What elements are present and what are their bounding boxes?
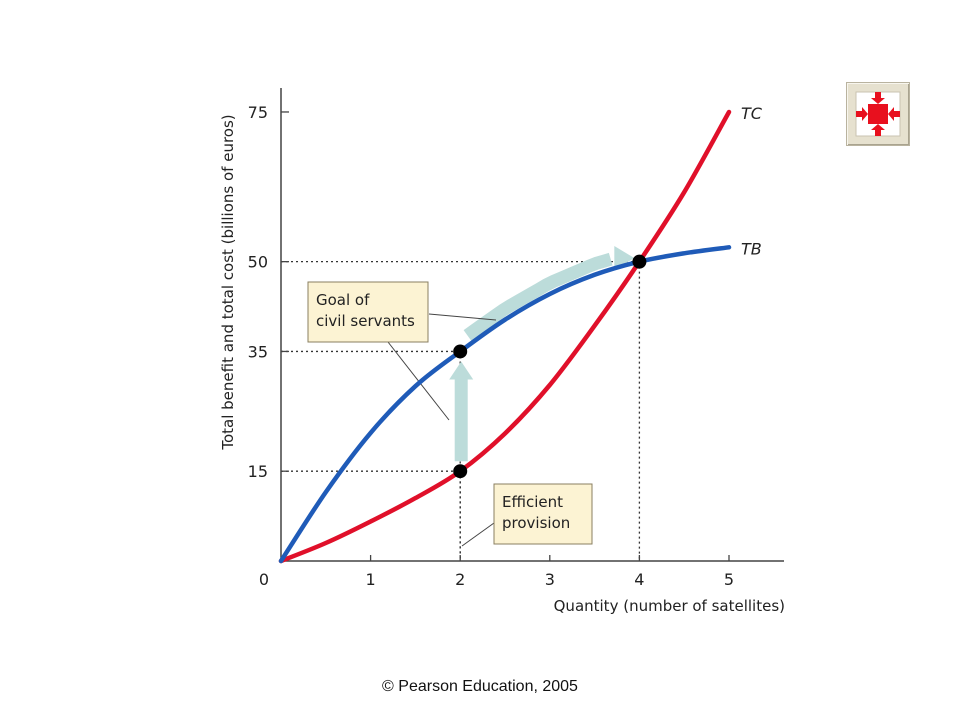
series-line-tc bbox=[278, 109, 732, 564]
ticks: 0 1 2 3 4 5 15 35 50 75 bbox=[248, 103, 734, 589]
y-tick-label: 50 bbox=[248, 253, 268, 272]
callout-leader bbox=[461, 522, 495, 547]
x-tick-label: 3 bbox=[545, 570, 555, 589]
callout-text: civil servants bbox=[316, 312, 415, 330]
copyright-notice: © Pearson Education, 2005 bbox=[382, 678, 578, 695]
collapse-button[interactable] bbox=[846, 82, 910, 146]
callout-leaders bbox=[387, 313, 497, 547]
data-point-marker bbox=[632, 254, 647, 269]
series-line-tb bbox=[278, 245, 732, 564]
y-axis-title: Total benefit and total cost (billions o… bbox=[219, 114, 237, 450]
y-tick-label: 35 bbox=[248, 342, 268, 361]
x-tick-label: 0 bbox=[259, 570, 269, 589]
curved-arrow-head bbox=[614, 246, 635, 271]
callout-text: Goal of bbox=[316, 291, 370, 309]
x-tick-label: 2 bbox=[455, 570, 465, 589]
x-axis-title: Quantity (number of satellites) bbox=[554, 597, 785, 615]
data-point-marker bbox=[453, 464, 468, 479]
axes bbox=[280, 88, 784, 562]
data-point-marker bbox=[453, 344, 468, 359]
x-tick-label: 5 bbox=[724, 570, 734, 589]
callout-leader bbox=[428, 313, 497, 321]
vertical-arrow-head bbox=[449, 361, 474, 380]
series-label-tc: TC bbox=[741, 104, 763, 123]
markers bbox=[453, 254, 647, 479]
x-tick-label: 4 bbox=[634, 570, 644, 589]
callout-text: Efficient bbox=[502, 493, 563, 511]
movement-arrows bbox=[449, 246, 635, 462]
series-label-tb: TB bbox=[741, 239, 762, 258]
callouts: Goal of civil servants Efficient provision bbox=[307, 281, 593, 545]
callout-box bbox=[493, 483, 593, 545]
callout-box bbox=[307, 281, 429, 343]
series: TC TB bbox=[278, 104, 763, 564]
y-tick-label: 15 bbox=[248, 462, 268, 481]
y-tick-label: 75 bbox=[248, 103, 268, 122]
curved-arrow-shaft bbox=[463, 252, 613, 341]
x-tick-label: 1 bbox=[366, 570, 376, 589]
collapse-arrows-icon bbox=[855, 91, 901, 137]
callout-text: provision bbox=[502, 514, 570, 532]
